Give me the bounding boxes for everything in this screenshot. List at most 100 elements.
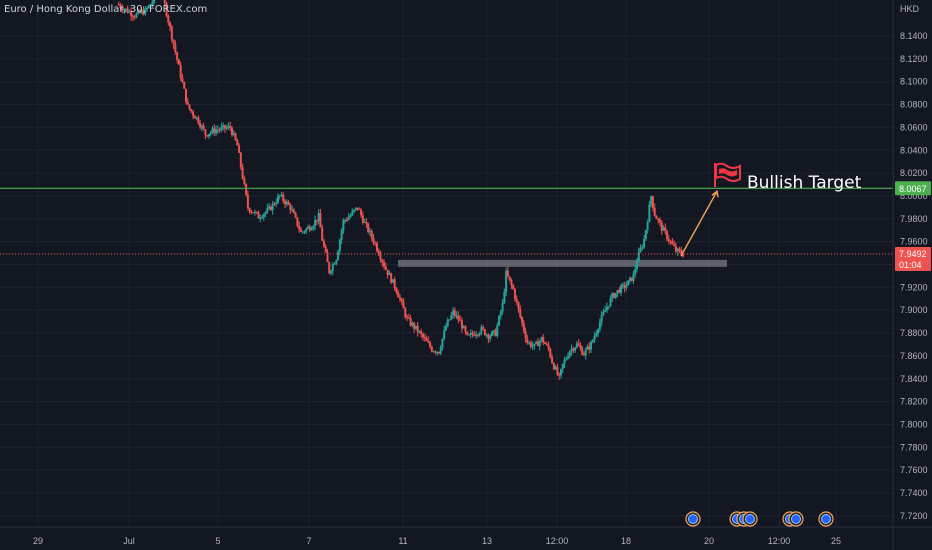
candle-body (469, 332, 472, 335)
candle-body (418, 331, 421, 333)
target-price-label: 8.0067 (899, 184, 927, 194)
candle-body (243, 178, 246, 185)
candle-body (678, 248, 681, 251)
candle-body (176, 52, 179, 60)
candle-body (282, 194, 285, 201)
candle-body (483, 329, 486, 336)
candle-body (342, 219, 345, 231)
candle-body (163, 0, 166, 4)
candle-body (563, 360, 566, 364)
candle-body (238, 145, 241, 153)
candle-body (490, 331, 493, 336)
candle-body (222, 125, 225, 127)
candle-body (501, 302, 504, 312)
candle-body (494, 330, 497, 337)
last-price-label-bg (895, 246, 931, 271)
candle-body (354, 207, 357, 210)
candle-body (361, 215, 364, 223)
candle-body (211, 128, 214, 133)
candle-body (252, 212, 255, 214)
candle-body (515, 298, 518, 302)
candle-body (337, 251, 340, 261)
event-markers[interactable] (685, 511, 834, 527)
candle-body (653, 207, 656, 216)
candle-body (524, 331, 527, 339)
time-tick-label: 11 (398, 536, 407, 546)
candle-body (499, 311, 502, 316)
candle-body (174, 44, 177, 53)
candle-body (275, 202, 278, 205)
candle-body (331, 264, 334, 271)
candle-body (614, 292, 617, 298)
candle-body (476, 334, 479, 336)
candle-body (153, 0, 156, 3)
candle-body (416, 325, 419, 333)
candle-body (528, 342, 531, 344)
candle-body (202, 125, 205, 130)
candle-body (131, 16, 134, 18)
candle-body (650, 196, 653, 205)
chart-title: Euro / Hong Kong Dollar, 30, FOREX.com (4, 4, 208, 15)
candle-body (386, 269, 389, 276)
calendar-event-icon[interactable] (788, 511, 804, 527)
candle-body (165, 3, 168, 16)
candle-body (607, 306, 610, 308)
price-tick-label: 8.1200 (900, 54, 928, 64)
candle-body (291, 209, 294, 211)
target-arrow (680, 190, 718, 257)
candle-body (133, 16, 136, 18)
candle-body (673, 243, 676, 247)
candle-body (464, 326, 467, 332)
candle-body (301, 231, 304, 233)
time-tick-label: 18 (621, 536, 631, 546)
time-axis[interactable]: 29 Jul 5 7 11 13 12:00 18 20 12:00 25 (0, 526, 932, 546)
candle-body (627, 280, 630, 286)
candle-body (117, 4, 120, 6)
candle-body (496, 325, 499, 337)
candle-body (522, 322, 525, 332)
time-tick-label: 13 (482, 536, 492, 546)
candle-body (184, 88, 187, 102)
candle-body (223, 125, 226, 129)
candle-body (671, 241, 674, 244)
candle-body (126, 8, 129, 13)
candle-body (209, 132, 212, 135)
candle-body (618, 290, 621, 293)
candle-body (299, 229, 302, 232)
candle-body (372, 237, 375, 243)
candle-body (397, 292, 400, 298)
candle-body (294, 213, 297, 218)
candle-body (138, 10, 141, 13)
candle-body (427, 340, 430, 343)
candle-body (261, 217, 264, 219)
candle-body (289, 204, 292, 210)
calendar-event-icon[interactable] (685, 511, 701, 527)
candle-body (363, 221, 366, 223)
candle-body (570, 348, 573, 352)
candle-body (225, 127, 228, 129)
calendar-event-icon[interactable] (742, 511, 758, 527)
candle-body (333, 263, 336, 265)
countdown-label: 01:04 (899, 260, 922, 270)
candle-body (609, 298, 612, 307)
candle-body (666, 231, 669, 239)
candle-body (651, 196, 654, 208)
price-tick-label: 7.9200 (900, 282, 928, 292)
candle-body (395, 288, 398, 293)
price-tick-label: 7.8000 (900, 419, 928, 429)
candle-body (123, 9, 126, 11)
candle-body (505, 270, 508, 292)
candle-body (406, 316, 409, 318)
candle-body (307, 226, 310, 229)
candle-body (593, 335, 596, 341)
candle-body (644, 230, 647, 240)
candle-body (128, 11, 131, 13)
time-tick-label: 20 (704, 536, 714, 546)
candle-body (475, 334, 478, 336)
candle-body (351, 211, 354, 216)
candle-body (457, 315, 460, 321)
candle-body (181, 77, 184, 83)
price-axis[interactable]: 8.1400 8.1200 8.1000 8.0800 8.0600 8.0400 8.02… (892, 0, 932, 550)
calendar-event-icon[interactable] (818, 511, 834, 527)
